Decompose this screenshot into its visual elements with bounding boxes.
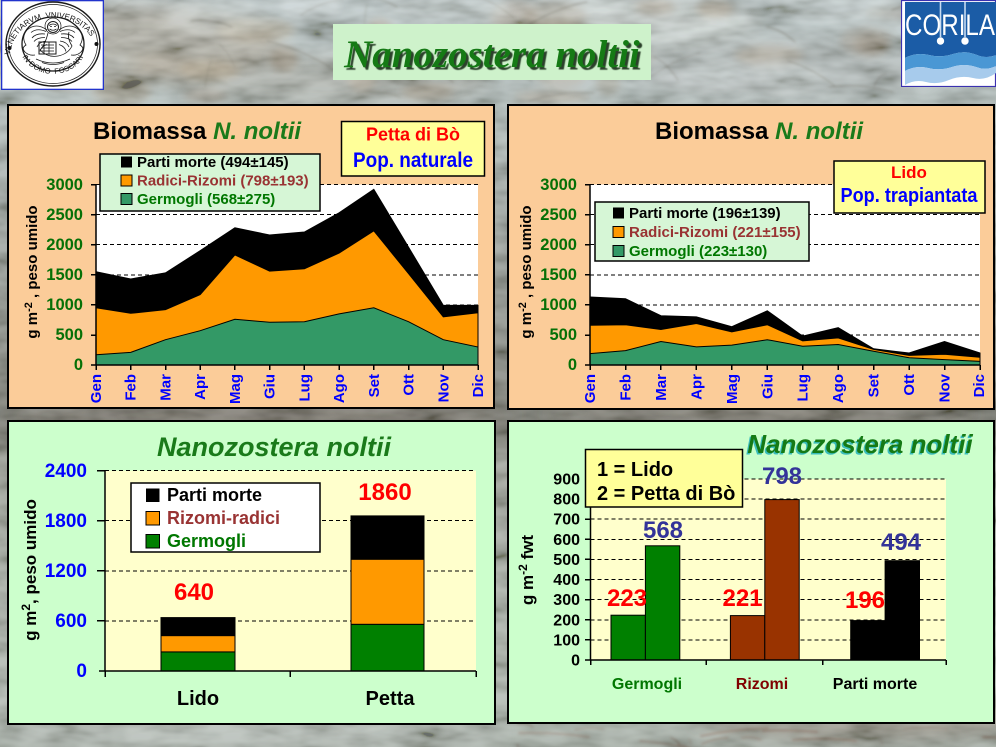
svg-text:Mar: Mar [653,374,670,401]
svg-text:2000: 2000 [540,236,577,254]
svg-text:2500: 2500 [46,206,83,224]
svg-text:Parti morte (196±139): Parti morte (196±139) [629,205,781,222]
svg-text:Germogli (223±130): Germogli (223±130) [629,243,767,260]
svg-text:500: 500 [55,326,83,344]
svg-text:Feb: Feb [618,374,635,401]
svg-text:1500: 1500 [46,266,83,284]
svg-text:Mag: Mag [227,374,244,404]
svg-text:Radici-Rizomi (221±155): Radici-Rizomi (221±155) [629,224,801,241]
svg-text:221: 221 [722,585,762,612]
svg-text:Germogli: Germogli [167,531,246,551]
svg-text:g m2, peso umido: g m2, peso umido [19,499,40,641]
svg-text:Apr: Apr [192,374,209,400]
svg-text:196: 196 [845,587,885,614]
svg-text:Lug: Lug [795,374,812,402]
svg-text:Germogli: Germogli [612,676,682,693]
svg-text:200: 200 [553,612,580,629]
svg-text:Ott: Ott [401,374,418,396]
svg-text:2400: 2400 [45,461,87,482]
svg-text:800: 800 [553,492,580,509]
svg-text:1 = Lido: 1 = Lido [597,459,673,481]
svg-text:494: 494 [881,529,922,556]
svg-text:Feb: Feb [123,374,140,401]
svg-text:Radici-Rizomi (798±193): Radici-Rizomi (798±193) [137,173,309,190]
svg-text:Set: Set [866,374,883,397]
svg-text:Apr: Apr [688,374,705,400]
svg-text:700: 700 [553,512,580,529]
svg-text:Lido: Lido [177,688,219,710]
svg-text:Lido: Lido [891,163,927,182]
svg-text:900: 900 [553,472,580,489]
svg-text:3000: 3000 [540,176,577,194]
svg-text:400: 400 [553,572,580,589]
svg-text:2500: 2500 [540,206,577,224]
svg-text:223: 223 [607,585,647,612]
svg-text:Set: Set [366,374,383,397]
svg-text:Gen: Gen [88,374,105,403]
svg-text:Rizomi: Rizomi [736,676,788,693]
svg-text:Petta di Bò: Petta di Bò [366,125,460,145]
svg-text:798: 798 [762,463,802,490]
svg-text:Biomassa N. noltii: Biomassa N. noltii [93,118,302,145]
svg-text:Giu: Giu [262,374,279,399]
svg-text:500: 500 [553,552,580,569]
svg-text:Nanozostera noltii: Nanozostera noltii [157,432,392,462]
svg-text:CORILA: CORILA [905,9,995,42]
svg-text:Pop. trapiantata: Pop. trapiantata [841,185,979,207]
svg-text:Lug: Lug [296,374,313,402]
svg-text:100: 100 [553,632,580,649]
svg-text:Giu: Giu [759,374,776,399]
svg-text:1000: 1000 [46,296,83,314]
svg-text:2000: 2000 [46,236,83,254]
svg-text:Pop. naturale: Pop. naturale [353,149,473,172]
svg-text:3000: 3000 [46,176,83,194]
svg-text:Mar: Mar [158,374,175,401]
svg-text:Biomassa N. noltii: Biomassa N. noltii [655,118,864,145]
svg-text:Parti morte: Parti morte [833,676,918,693]
svg-text:0: 0 [76,661,87,682]
svg-text:600: 600 [553,532,580,549]
svg-text:Nov: Nov [937,373,954,402]
svg-text:g m-2 fwt: g m-2 fwt [516,535,537,606]
svg-text:Dic: Dic [470,374,487,397]
svg-text:2 = Petta di Bò: 2 = Petta di Bò [597,483,735,505]
svg-text:300: 300 [553,592,580,609]
svg-text:Ago: Ago [331,374,348,403]
svg-text:1000: 1000 [540,296,577,314]
svg-text:Ago: Ago [830,374,847,403]
svg-text:600: 600 [55,611,87,632]
svg-text:0: 0 [568,356,577,374]
svg-text:Nov: Nov [435,373,452,402]
svg-text:Rizomi-radici: Rizomi-radici [167,508,280,528]
svg-text:640: 640 [174,579,214,606]
svg-text:1800: 1800 [45,511,87,532]
svg-text:Ott: Ott [901,374,918,396]
svg-text:568: 568 [643,517,683,544]
svg-text:Nanozostera noltii: Nanozostera noltii [747,429,973,459]
svg-text:Parti morte (494±145): Parti morte (494±145) [137,154,289,171]
svg-text:1500: 1500 [540,266,577,284]
svg-text:500: 500 [549,326,577,344]
svg-text:Petta: Petta [366,688,416,710]
svg-text:g m-2 , peso umido: g m-2 , peso umido [517,205,535,338]
svg-text:Dic: Dic [971,374,988,397]
svg-text:1200: 1200 [45,561,87,582]
svg-text:1860: 1860 [358,479,411,506]
svg-text:Parti morte: Parti morte [167,485,262,505]
svg-text:Gen: Gen [582,374,599,403]
svg-text:0: 0 [74,356,83,374]
svg-text:g m-2 , peso umido: g m-2 , peso umido [23,205,41,338]
svg-text:0: 0 [571,653,580,670]
svg-text:Germogli (568±275): Germogli (568±275) [137,191,275,208]
svg-text:Mag: Mag [724,374,741,404]
